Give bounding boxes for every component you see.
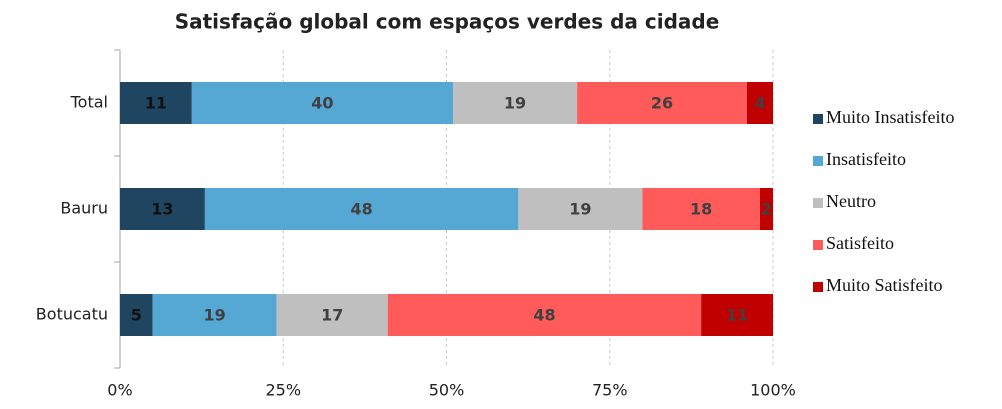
bar-segment: [120, 188, 205, 230]
data-label: 2: [761, 200, 772, 219]
legend-label: Muito Insatisfeito: [826, 107, 955, 127]
y-tick-label: Bauru: [60, 199, 108, 218]
legend-swatch: [813, 156, 823, 166]
x-tick-label: 75%: [592, 381, 628, 400]
data-label: 11: [726, 306, 748, 325]
data-label: 13: [151, 200, 173, 219]
legend-swatch: [813, 198, 823, 208]
data-label: 11: [145, 94, 167, 113]
legend-label: Satisfeito: [826, 233, 894, 253]
legend-label: Neutro: [826, 191, 876, 211]
x-tick-label: 25%: [265, 381, 301, 400]
bar-segment: [642, 188, 760, 230]
bar-segment: [204, 188, 519, 230]
bar-segment: [577, 82, 747, 124]
y-tick-label: Botucatu: [36, 305, 108, 324]
bar-segment: [152, 294, 277, 336]
data-label: 18: [690, 200, 712, 219]
legend-label: Insatisfeito: [826, 149, 906, 169]
y-tick-label: Total: [70, 93, 108, 112]
data-label: 19: [204, 306, 226, 325]
bar-segment: [191, 82, 454, 124]
x-tick-label: 100%: [750, 381, 796, 400]
bar-segment: [387, 294, 702, 336]
x-tick-label: 0%: [107, 381, 132, 400]
bar-segment: [453, 82, 578, 124]
data-label: 40: [311, 94, 333, 113]
data-label: 4: [754, 94, 765, 113]
bar-segment: [746, 82, 773, 124]
data-label: 48: [533, 306, 555, 325]
bar-segment: [518, 188, 643, 230]
legend-label: Muito Satisfeito: [826, 275, 943, 295]
data-label: 19: [569, 200, 591, 219]
x-tick-label: 50%: [429, 381, 465, 400]
data-label: 5: [131, 306, 142, 325]
data-label: 19: [504, 94, 526, 113]
data-label: 48: [350, 200, 372, 219]
bar-segment: [276, 294, 388, 336]
data-label: 26: [651, 94, 673, 113]
chart-title: Satisfação global com espaços verdes da …: [175, 10, 720, 34]
bar-segment: [759, 188, 773, 230]
legend-swatch: [813, 240, 823, 250]
bar-segment: [701, 294, 773, 336]
legend-swatch: [813, 114, 823, 124]
legend-swatch: [813, 282, 823, 292]
data-label: 17: [321, 306, 343, 325]
bar-segment: [120, 294, 153, 336]
bar-segment: [120, 82, 192, 124]
